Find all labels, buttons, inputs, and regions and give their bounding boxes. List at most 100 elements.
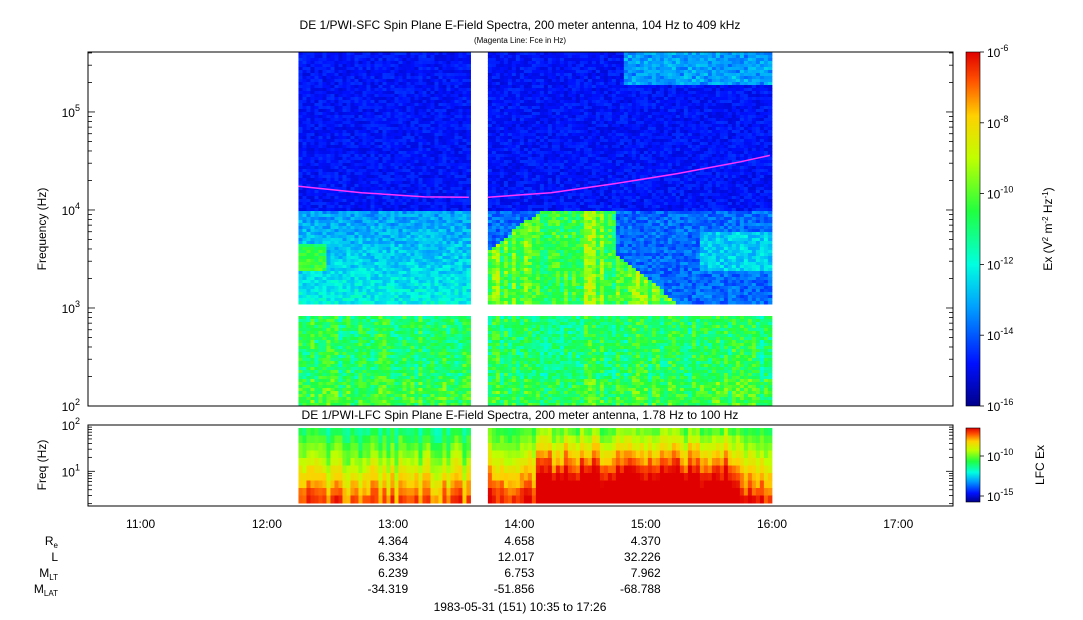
spectrogram-cell (454, 94, 459, 98)
spectrogram-cell (338, 184, 343, 188)
spectrogram-cell (302, 79, 307, 83)
spectrogram-cell (382, 349, 387, 353)
spectrogram-cell (358, 94, 363, 98)
spectrogram-cell (487, 187, 493, 191)
spectrogram-cell (426, 190, 431, 194)
spectrogram-cell (438, 130, 443, 134)
spectrogram-cell (298, 211, 303, 215)
spectrogram-cell (446, 139, 451, 143)
spectrogram-cell (374, 262, 379, 266)
spectrogram-cell (326, 340, 331, 344)
spectrogram-cell (394, 322, 399, 326)
spectrogram-cell (446, 88, 451, 92)
spectrogram-cell (422, 55, 427, 59)
spectrogram-cell (362, 349, 367, 353)
spectrogram-cell (358, 391, 363, 395)
spectrogram-cell (330, 295, 335, 299)
spectrogram-cell (442, 199, 447, 203)
spectrogram-cell (426, 73, 431, 77)
spectrogram-cell (338, 133, 343, 137)
spectrogram-cell (350, 391, 355, 395)
spectrogram-cell (426, 232, 431, 236)
spectrogram-cell (422, 103, 427, 107)
spectrogram-cell (446, 121, 451, 125)
spectrogram-cell (382, 115, 387, 119)
spectrogram-cell (366, 280, 371, 284)
spectrogram-cell (406, 58, 411, 62)
spectrogram-cell (334, 70, 339, 74)
spectrogram-cell (450, 154, 455, 158)
spectrogram-cell (334, 331, 339, 335)
spectrogram-cell (302, 190, 307, 194)
spectrogram-cell (450, 160, 455, 164)
spectrogram-cell (318, 259, 323, 263)
spectrogram-cell (350, 394, 355, 398)
spectrogram-cell (442, 211, 447, 215)
spectrogram-cell (386, 82, 391, 86)
spectrogram-cell (310, 169, 315, 173)
spectrogram-cell (366, 223, 371, 227)
spectrogram-cell (410, 214, 415, 218)
spectrogram-cell (326, 181, 331, 185)
spectrogram-cell (358, 190, 363, 194)
spectrogram-cell (346, 175, 351, 179)
spectrogram-cell (394, 349, 399, 353)
spectrogram-cell (422, 328, 427, 332)
spectrogram-cell (326, 295, 331, 299)
spectrogram-cell (446, 112, 451, 116)
spectrogram-cell (326, 52, 331, 56)
spectrogram-cell (382, 136, 387, 140)
spectrogram-cell (450, 385, 455, 389)
spectrogram-cell (446, 76, 451, 80)
spectrogram-cell (438, 109, 443, 113)
spectrogram-cell (434, 223, 439, 227)
spectrogram-cell (326, 391, 331, 395)
spectrogram-cell (434, 109, 439, 113)
spectrogram-cell (362, 109, 367, 113)
spectrogram-cell (322, 61, 327, 65)
spectrogram-cell (422, 211, 427, 215)
spectrogram-cell (310, 316, 315, 320)
spectrogram-cell (434, 325, 439, 329)
spectrogram-cell (430, 388, 435, 392)
spectrogram-cell (434, 145, 439, 149)
spectrogram-cell (386, 325, 391, 329)
spectrogram-cell (338, 352, 343, 356)
spectrogram-cell (446, 151, 451, 155)
spectrogram-cell (487, 190, 493, 194)
spectrogram-cell (406, 322, 411, 326)
spectrogram-cell (374, 322, 379, 326)
spectrogram-cell (334, 205, 339, 209)
spectrogram-cell (382, 133, 387, 137)
spectrogram-cell (354, 283, 359, 287)
spectrogram-cell (378, 91, 383, 95)
spectrogram-cell (430, 208, 435, 212)
spectrogram-cell (434, 232, 439, 236)
spectrogram-cell (410, 199, 415, 203)
spectrogram-cell (402, 82, 407, 86)
spectrogram-cell (378, 121, 383, 125)
spectrogram-cell (442, 202, 447, 206)
spectrogram-cell (446, 154, 451, 158)
spectrogram-cell (394, 280, 399, 284)
spectrogram-cell (326, 61, 331, 65)
spectrogram-cell (302, 211, 307, 215)
spectrogram-cell (318, 133, 323, 137)
spectrogram-cell (386, 370, 391, 374)
spectrogram-cell (382, 76, 387, 80)
spectrogram-cell (326, 160, 331, 164)
spectrogram-cell (450, 157, 455, 161)
spectrogram-cell (430, 106, 435, 110)
spectrogram-cell (330, 157, 335, 161)
spectrogram-cell (318, 142, 323, 146)
spectrogram-cell (386, 358, 391, 362)
spectrogram-cell (330, 256, 335, 260)
spectrogram-cell (358, 85, 363, 89)
spectrogram-cell (434, 130, 439, 134)
spectrogram-cell (402, 88, 407, 92)
spectrogram-cell (298, 292, 303, 296)
spectrogram-cell (418, 238, 423, 242)
spectrogram-cell (450, 124, 455, 128)
spectrogram-cell (330, 79, 335, 83)
spectrogram-cell (314, 346, 319, 350)
